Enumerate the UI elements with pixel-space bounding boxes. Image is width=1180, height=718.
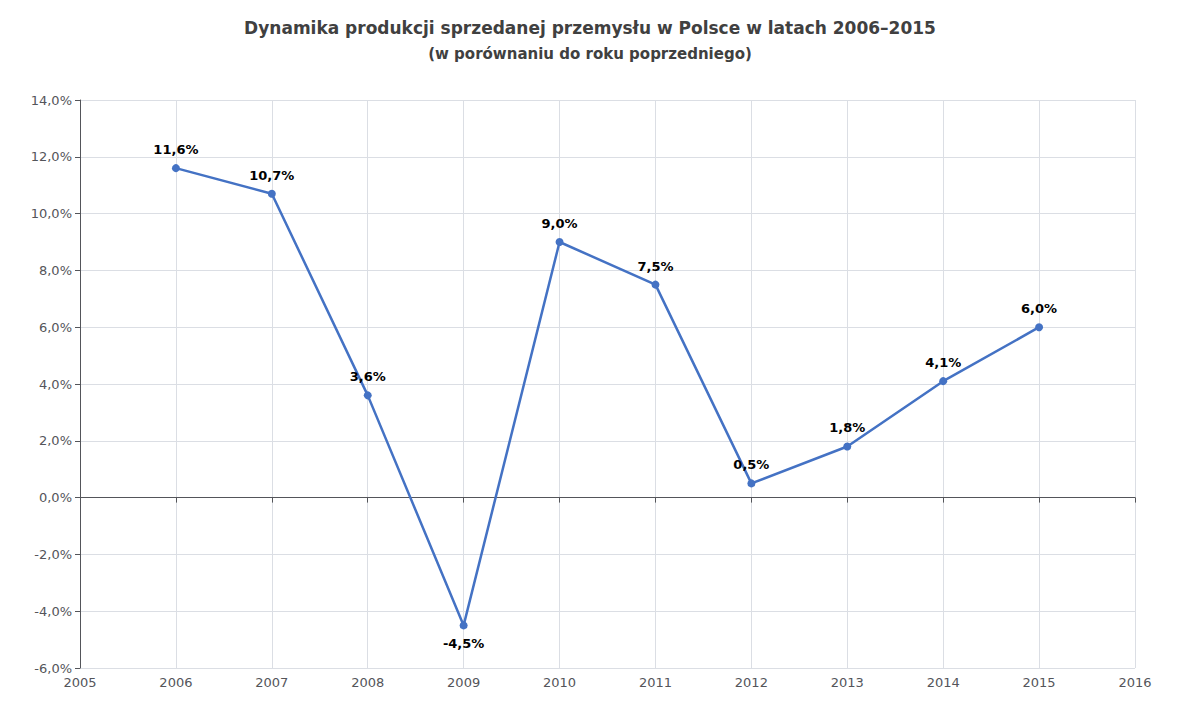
svg-text:11,6%: 11,6%	[153, 142, 198, 157]
svg-text:6,0%: 6,0%	[39, 320, 72, 335]
svg-text:7,5%: 7,5%	[637, 259, 673, 274]
svg-text:2010: 2010	[543, 675, 576, 690]
svg-text:2,0%: 2,0%	[39, 433, 72, 448]
svg-text:3,6%: 3,6%	[350, 369, 386, 384]
svg-text:2012: 2012	[735, 675, 768, 690]
svg-text:2007: 2007	[255, 675, 288, 690]
svg-text:2008: 2008	[351, 675, 384, 690]
svg-text:(w porównaniu do roku poprzedn: (w porównaniu do roku poprzedniego)	[428, 45, 752, 63]
svg-text:2011: 2011	[639, 675, 672, 690]
svg-text:14,0%: 14,0%	[31, 93, 72, 108]
svg-text:-4,0%: -4,0%	[34, 604, 72, 619]
svg-text:0,0%: 0,0%	[39, 490, 72, 505]
svg-text:-4,5%: -4,5%	[443, 636, 484, 651]
svg-text:2006: 2006	[159, 675, 192, 690]
svg-text:2009: 2009	[447, 675, 480, 690]
svg-text:-6,0%: -6,0%	[34, 661, 72, 676]
svg-text:4,1%: 4,1%	[925, 355, 961, 370]
svg-text:9,0%: 9,0%	[542, 216, 578, 231]
svg-text:-2,0%: -2,0%	[34, 547, 72, 562]
svg-text:2014: 2014	[927, 675, 960, 690]
svg-text:2016: 2016	[1118, 675, 1151, 690]
svg-text:2013: 2013	[831, 675, 864, 690]
svg-text:2005: 2005	[63, 675, 96, 690]
svg-text:10,0%: 10,0%	[31, 206, 72, 221]
svg-text:10,7%: 10,7%	[249, 168, 294, 183]
svg-text:Dynamika produkcji sprzedanej: Dynamika produkcji sprzedanej przemysłu …	[244, 18, 936, 38]
svg-text:12,0%: 12,0%	[31, 149, 72, 164]
svg-text:1,8%: 1,8%	[829, 420, 865, 435]
svg-text:8,0%: 8,0%	[39, 263, 72, 278]
svg-text:0,5%: 0,5%	[733, 457, 769, 472]
svg-text:6,0%: 6,0%	[1021, 301, 1057, 316]
svg-text:4,0%: 4,0%	[39, 377, 72, 392]
svg-text:2015: 2015	[1023, 675, 1056, 690]
